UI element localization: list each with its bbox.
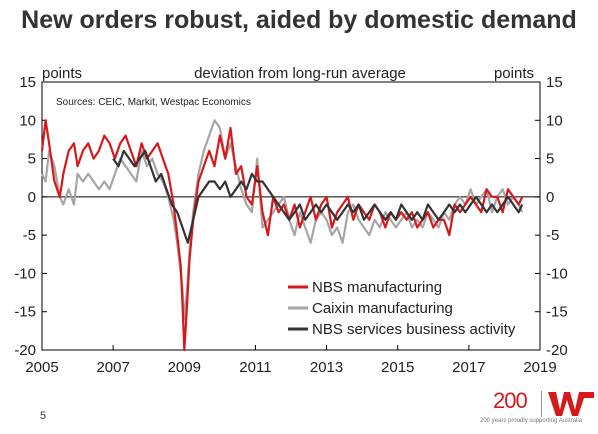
x-tick-label: 2013 [310,359,343,376]
y-tick-label-right: 10 [546,112,563,129]
x-tick-label: 2019 [523,359,556,376]
x-tick-label: 2009 [168,359,201,376]
legend-label-nbs-manufacturing: NBS manufacturing [312,279,442,296]
y-tick-label-left: -20 [14,342,36,359]
x-tick-label: 2011 [239,359,271,376]
y-axis-label-left: points [42,65,82,82]
logo-tagline: 200 years proudly supporting Australia [480,418,583,424]
series-layer [40,119,524,352]
x-tick-label: 2005 [25,359,58,376]
page-number: 5 [40,410,47,422]
y-tick-label-right: -20 [546,342,568,359]
y-tick-label-right: -5 [546,227,559,244]
x-tick-label: 2017 [452,359,485,376]
legend: NBS manufacturing Caixin manufacturing NBS… [288,279,516,338]
y-tick-label-right: -15 [546,304,568,321]
y-tick-label-right: 0 [546,189,554,206]
y-tick-label-left: 0 [28,189,36,206]
series-line-nbs-services-business-activity [112,149,524,244]
y-tick-label-left: -10 [14,265,36,282]
anniversary-logo: 200 [493,388,528,413]
series-line-caixin-manufacturing [41,119,524,321]
plot-frame [41,81,541,351]
y-tick-label-right: 5 [546,151,554,168]
y-tick-label-left: 15 [19,74,36,91]
y-tick-label-left: -5 [23,227,36,244]
x-tick-label: 2015 [381,359,414,376]
westpac-w-logo-icon [548,392,594,416]
chart-source: Sources: CEIC, Markit, Westpac Economics [56,97,251,108]
y-tick-label-left: 5 [28,151,36,168]
y-tick-label-right: 15 [546,74,563,91]
y-tick-label-left: 10 [19,112,36,129]
chart-title: New orders robust, aided by domestic dem… [21,6,577,34]
y-tick-label-left: -15 [14,304,36,321]
chart-subtitle: deviation from long-run average [194,65,406,82]
legend-label-caixin-manufacturing: Caixin manufacturing [312,300,453,317]
x-tick-label: 2007 [96,359,129,376]
logo-divider [541,391,542,417]
legend-label-nbs-services-business-activity: NBS services business activity [312,321,516,338]
y-axis-label-right: points [494,65,534,82]
y-tick-label-right: -10 [546,265,568,282]
